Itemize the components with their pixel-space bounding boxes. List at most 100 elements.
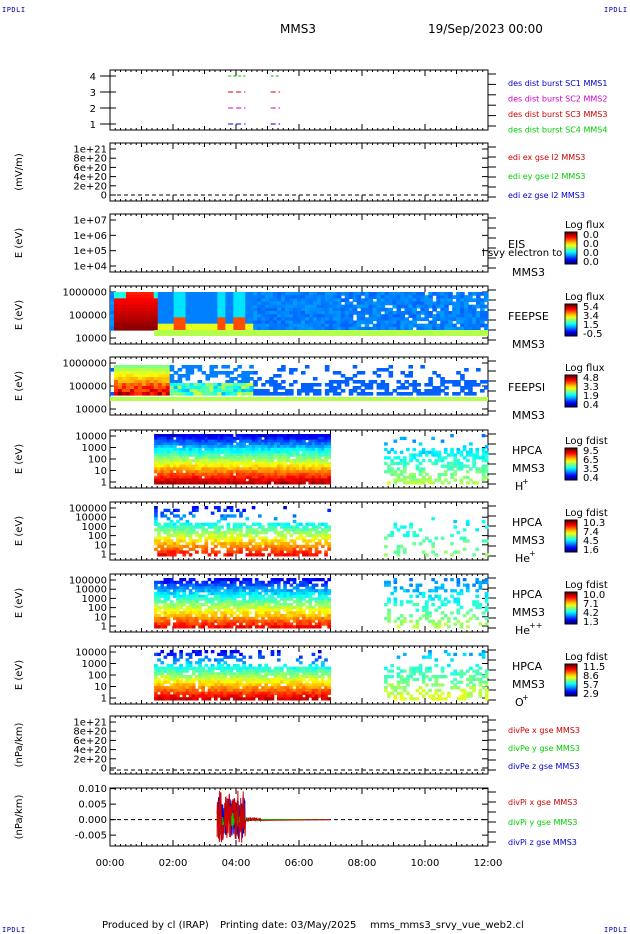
spectrogram-cell (189, 368, 195, 372)
spectrogram-cell (153, 377, 159, 381)
spectrogram-cell (251, 475, 256, 479)
colorbar-tick-label: -0.5 (583, 329, 603, 340)
spectrogram-cell (356, 317, 362, 322)
spectrogram-cell (141, 368, 147, 372)
spectrogram-cell (149, 371, 155, 375)
spectrogram-cell (364, 392, 370, 396)
spectrogram-cell (239, 478, 243, 482)
spectrogram-cell (153, 307, 159, 312)
spectrogram-cell (276, 544, 281, 549)
spectrogram-cell (321, 434, 325, 438)
spectrogram-cell (314, 434, 319, 438)
spectrogram-cell (191, 539, 196, 543)
spectrogram-cell (185, 436, 190, 441)
spectrogram-cell (221, 298, 226, 303)
spectrogram-cell (166, 533, 171, 538)
spectrogram-cell (176, 536, 180, 540)
spectrogram-cell (169, 434, 174, 438)
spectrogram-cell (317, 525, 322, 529)
spectrogram-cell (421, 467, 426, 471)
spectrogram-cell (201, 533, 205, 538)
spectrogram-cell (236, 508, 240, 513)
spectrogram-cell (163, 456, 168, 460)
spectrogram-cell (177, 304, 183, 309)
spectrogram-cell (177, 323, 183, 328)
spectrogram-cell (239, 542, 243, 546)
spectrogram-cell (185, 295, 191, 299)
spectrogram-cell (257, 377, 262, 381)
spectrogram-cell (161, 320, 167, 325)
colorbar-tick-label: 5.4 (583, 302, 599, 313)
spectrogram-cell (149, 374, 155, 378)
spectrogram-cell (145, 320, 151, 325)
spectrogram-cell (436, 374, 441, 378)
legend-entry: des dist burst SC3 MMS3 (508, 110, 607, 119)
colorbar-tick-label: 3.5 (583, 464, 599, 475)
spectrogram-cell (163, 622, 168, 626)
spectrogram-cell (299, 547, 303, 551)
spectrogram-cell (182, 472, 187, 477)
spectrogram-cell (269, 392, 274, 396)
spectrogram-cell (261, 453, 265, 457)
spectrogram-cell (165, 326, 171, 331)
spectrogram-cell (169, 603, 174, 607)
spectrogram-cell (253, 311, 258, 315)
spectrogram-cell (169, 528, 174, 532)
spectrogram-cell (213, 445, 218, 449)
spectrogram-cell (299, 544, 303, 549)
spectrogram-cell (241, 326, 246, 331)
spectrogram-cell (179, 447, 183, 452)
spectrogram-cell (197, 295, 203, 299)
spectrogram-cell (300, 314, 306, 318)
spectrogram-cell (316, 314, 322, 318)
spectrogram-cell (198, 453, 202, 457)
spectrogram-cell (270, 445, 275, 449)
spectrogram-cell (249, 292, 254, 296)
spectrogram-cell (157, 467, 161, 471)
spectrogram-cell (289, 320, 294, 325)
spectrogram-cell (480, 323, 485, 328)
spectrogram-cell (253, 317, 258, 322)
spectrogram-cell (316, 392, 322, 396)
spectrogram-cell (179, 450, 183, 454)
spectrogram-cell (217, 506, 221, 510)
spectrogram-cell (185, 445, 190, 449)
spectrogram-cell (289, 392, 294, 396)
spectrogram-cell (241, 304, 246, 309)
spectrogram-cell (308, 528, 313, 532)
spectrogram-cell (233, 301, 238, 306)
colorbar-title: Log flux (565, 363, 605, 374)
corner-label-top-right: IPDLI (604, 6, 628, 14)
y-tick-label: 100 (88, 603, 107, 614)
spectrogram-cell (283, 547, 287, 551)
spectrogram-cell (292, 453, 297, 457)
spectrogram-cell (431, 517, 435, 521)
spectrogram-cell (265, 298, 270, 303)
spectrogram-cell (137, 292, 143, 296)
spectrogram-cell (459, 478, 464, 482)
spectrogram-cell (281, 323, 286, 328)
spectrogram-cell (232, 445, 237, 449)
spectrogram-cell (478, 470, 483, 474)
spectrogram-cell (264, 531, 268, 535)
spectrogram-cell (182, 481, 187, 485)
spectrogram-cell (229, 436, 234, 441)
spectrogram-cell (432, 304, 437, 309)
spectrogram-cell (254, 553, 259, 557)
spectrogram-cell (261, 450, 265, 454)
spectrogram-cell (154, 614, 158, 618)
spectrogram-cell (289, 434, 294, 438)
spectrogram-cell (213, 536, 218, 540)
spectrogram-cell (173, 295, 179, 299)
spectrogram-cell (157, 531, 161, 535)
spectrogram-cell (217, 295, 223, 299)
spectrogram-cell (356, 392, 362, 396)
spectrogram-cell (280, 456, 284, 460)
spectrogram-cell (157, 392, 163, 396)
spectrogram-cell (286, 531, 291, 535)
spectrogram-cell (258, 439, 262, 443)
colorbar-cell (565, 306, 577, 309)
spectrogram-cell (245, 383, 250, 387)
spectrogram-cell (384, 320, 390, 325)
spectrogram-cell (253, 392, 258, 396)
